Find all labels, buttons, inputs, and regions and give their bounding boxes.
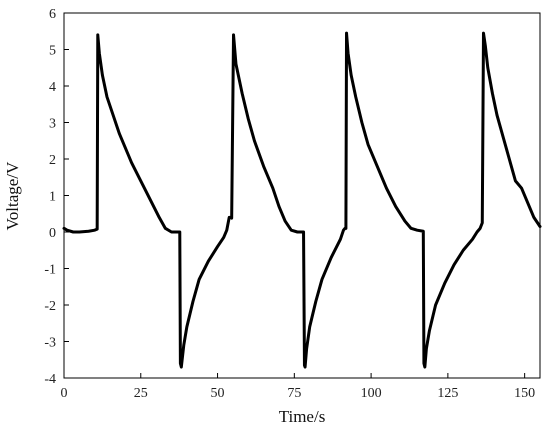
x-tick-label: 50: [211, 386, 225, 401]
y-tick-label: -2: [44, 299, 56, 314]
y-tick-label: 1: [49, 190, 56, 205]
x-axis-title: Time/s: [279, 407, 326, 426]
x-tick-label: 75: [287, 386, 301, 401]
y-tick-label: -3: [44, 336, 56, 351]
y-tick-label: 4: [49, 80, 56, 95]
y-tick-label: 0: [49, 226, 56, 241]
tick-labels: 0 25 50 75 100 125 150 -4 -3 -2 -1 0 1 2 3 4 5 6: [44, 7, 535, 401]
plot-frame: [63, 12, 541, 379]
y-tick-label: -1: [44, 263, 56, 278]
x-tick-label: 125: [437, 386, 458, 401]
x-tick-label: 150: [514, 386, 535, 401]
y-axis-title: Voltage/V: [3, 161, 22, 230]
y-tick-label: 3: [49, 117, 56, 132]
y-tick-label: -4: [44, 372, 56, 387]
ticks: [63, 12, 526, 379]
y-tick-label: 2: [49, 153, 56, 168]
x-tick-label: 0: [61, 386, 68, 401]
voltage-series-line: [62, 31, 542, 369]
y-tick-label: 6: [49, 7, 56, 22]
x-tick-label: 25: [134, 386, 148, 401]
x-tick-label: 100: [361, 386, 382, 401]
y-tick-label: 5: [49, 44, 56, 59]
